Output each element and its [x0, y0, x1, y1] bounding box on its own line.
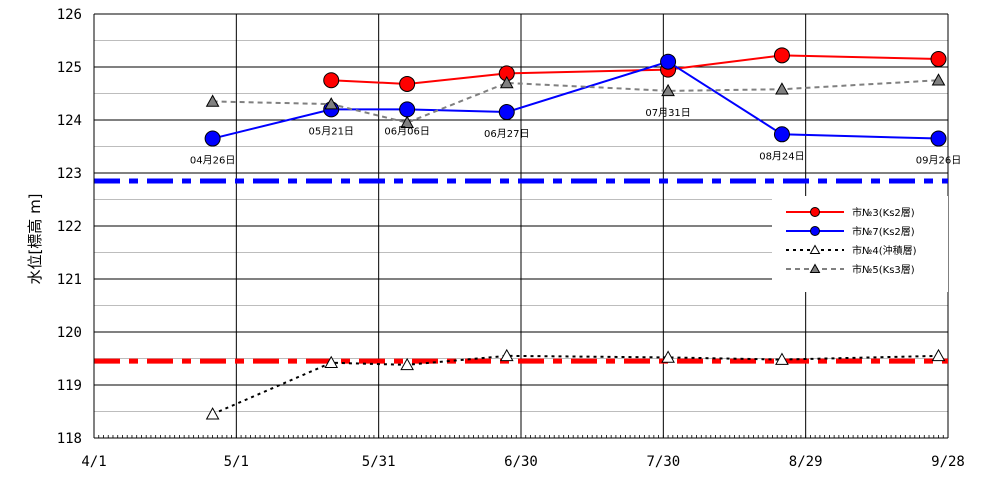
data-labels: 04月26日 05月21日 06月06日 06月27日 07月31日 08月24日 09月2…: [190, 107, 961, 167]
series-2-point: [204, 130, 221, 147]
data-label: 09月26日: [916, 155, 961, 167]
series-4-point: [400, 115, 414, 128]
x-tick-label: 9/28: [931, 454, 965, 470]
series-line-1: [331, 54, 939, 85]
series-3-point: [400, 357, 414, 371]
data-label: 04月26日: [190, 155, 235, 167]
series-2-point: [930, 130, 947, 147]
x-tick-label: 4/1: [81, 454, 106, 470]
series-4-point: [931, 73, 946, 86]
series-2-point: [660, 53, 677, 70]
axes: 118 119 120 121 122 123 124 125 126 4/1 5/1 5/31 6/3…: [57, 7, 965, 470]
y-tick-label: 126: [57, 7, 82, 23]
legend-entry-2: 市№7(Ks2層): [852, 225, 915, 238]
legend-entry-1: 市№3(Ks2層): [852, 206, 915, 219]
y-axis-label: 水位[標高 m]: [26, 193, 44, 284]
y-tick-label: 122: [57, 219, 82, 235]
series-4-point: [661, 83, 675, 97]
legend-marker-3: [809, 244, 821, 254]
legend-entry-4: 市№5(Ks3層): [852, 263, 915, 276]
series-2-point: [399, 101, 416, 118]
x-tick-label: 5/1: [224, 454, 249, 470]
legend-marker-1: [810, 207, 820, 217]
legend-entry-3: 市№4(沖積層): [852, 244, 917, 257]
y-tick-label: 123: [57, 166, 82, 182]
legend-marker-2: [810, 226, 820, 236]
series-1-point: [930, 51, 947, 68]
y-tick-label: 119: [57, 378, 82, 394]
series: [204, 47, 947, 420]
y-tick-label: 121: [57, 272, 82, 288]
data-label: 07月31日: [645, 107, 690, 119]
series-4-point: [775, 82, 789, 95]
series-3-point: [931, 348, 946, 362]
x-tick-label: 8/29: [789, 454, 823, 470]
series-2-point: [498, 104, 515, 121]
series-1-point: [323, 72, 340, 89]
data-label: 06月06日: [384, 125, 429, 137]
series-3-point: [499, 348, 514, 362]
series-4-point: [205, 94, 220, 107]
series-1-point: [399, 75, 416, 92]
y-tick-label: 125: [57, 60, 82, 76]
series-2-point: [773, 126, 790, 143]
series-3-point: [324, 355, 339, 369]
data-label: 08月24日: [759, 150, 804, 162]
series-3-point: [205, 407, 220, 420]
legend: 市№3(Ks2層) 市№7(Ks2層) 市№4(沖積層) 市№5(Ks3層): [772, 196, 948, 292]
y-tick-label: 120: [57, 325, 82, 341]
y-tick-label: 118: [57, 431, 82, 447]
x-tick-label: 6/30: [504, 454, 538, 470]
legend-marker-4: [809, 263, 821, 273]
series-3-point: [661, 350, 675, 363]
y-tick-label: 124: [57, 113, 82, 129]
series-1-point: [773, 47, 790, 64]
series-3-point: [775, 352, 789, 365]
x-tick-label: 7/30: [646, 454, 680, 470]
data-label: 05月21日: [308, 125, 353, 137]
data-label: 06月27日: [484, 128, 529, 140]
reference-lines: [94, 178, 948, 364]
series-4-point: [499, 75, 514, 89]
series-4-point: [324, 97, 339, 110]
x-tick-label: 5/31: [362, 454, 396, 470]
